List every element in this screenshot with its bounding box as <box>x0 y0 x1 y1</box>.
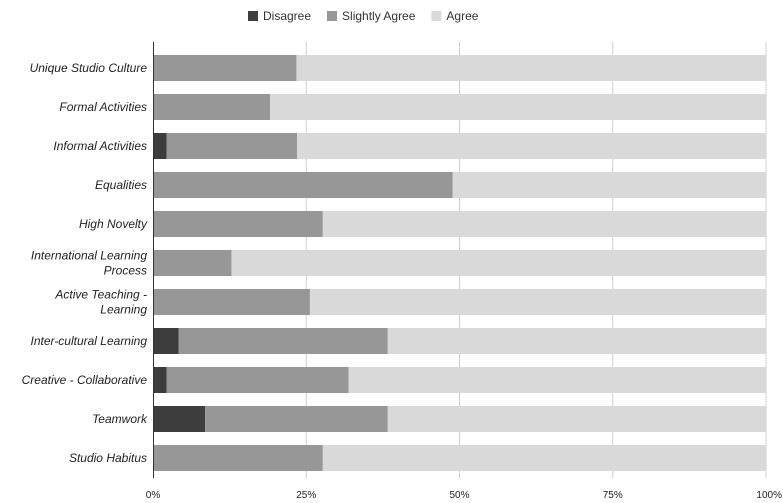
legend-swatch-disagree <box>248 11 258 21</box>
bar-informal-activities-agree <box>297 133 766 159</box>
bar-informal-activities-slightly-agree <box>166 133 298 159</box>
category-label-high-novelty: High Novelty <box>79 217 148 231</box>
legend-swatch-slightly-agree <box>327 11 338 21</box>
x-tick-labels: 0% 25% 50% 75% 100% <box>146 490 782 501</box>
bar-studio-habitus-slightly-agree <box>153 445 323 471</box>
bar-unique-studio-culture-agree <box>296 55 766 81</box>
category-label-creative-collaborative: Creative - Collaborative <box>22 373 148 387</box>
legend-swatch-agree <box>431 11 442 21</box>
legend-label-disagree: Disagree <box>263 9 311 23</box>
bar-high-novelty-agree <box>322 211 766 237</box>
category-label-active-teaching-learning-line-2: Learning <box>100 303 147 317</box>
bar-international-learning-process-slightly-agree <box>153 250 232 276</box>
bar-teamwork-disagree <box>153 406 206 432</box>
bar-equalities-agree <box>452 172 766 198</box>
category-label-unique-studio-culture: Unique Studio Culture <box>30 61 148 75</box>
category-label-formal-activities: Formal Activities <box>59 100 147 114</box>
bar-formal-activities-slightly-agree <box>153 94 271 120</box>
bar-inter-cultural-learning-disagree <box>153 328 179 354</box>
bar-studio-habitus-agree <box>322 445 766 471</box>
bar-equalities-slightly-agree <box>153 172 453 198</box>
x-tick-100pct: 100% <box>756 490 782 501</box>
bar-teamwork-agree <box>387 406 766 432</box>
category-label-teamwork: Teamwork <box>92 412 148 426</box>
legend: Disagree Slightly Agree Agree <box>248 9 479 23</box>
bar-active-teaching-learning-slightly-agree <box>153 289 310 315</box>
category-label-international-learning-process-line-2: Process <box>104 264 147 278</box>
bar-creative-collaborative-disagree <box>153 367 167 393</box>
x-tick-0pct: 0% <box>146 490 161 501</box>
bar-unique-studio-culture-slightly-agree <box>153 55 297 81</box>
bar-active-teaching-learning-agree <box>309 289 766 315</box>
category-label-equalities: Equalities <box>95 178 147 192</box>
category-label-studio-habitus: Studio Habitus <box>69 451 147 465</box>
legend-label-agree: Agree <box>446 9 478 23</box>
category-label-international-learning-process-line-1: International Learning <box>31 249 147 263</box>
x-tick-25pct: 25% <box>296 490 316 501</box>
bar-formal-activities-agree <box>270 94 766 120</box>
bar-informal-activities-disagree <box>153 133 167 159</box>
bar-inter-cultural-learning-slightly-agree <box>178 328 388 354</box>
category-labels: Unique Studio Culture Formal Activities In… <box>22 61 148 465</box>
bar-creative-collaborative-slightly-agree <box>166 367 349 393</box>
bar-high-novelty-slightly-agree <box>153 211 323 237</box>
x-tick-50pct: 50% <box>449 490 469 501</box>
legend-label-slightly-agree: Slightly Agree <box>342 9 416 23</box>
bar-international-learning-process-agree <box>231 250 767 276</box>
category-label-informal-activities: Informal Activities <box>53 139 147 153</box>
category-label-active-teaching-learning-line-1: Active Teaching - <box>54 288 147 302</box>
bar-teamwork-slightly-agree <box>205 406 388 432</box>
category-label-inter-cultural-learning: Inter-cultural Learning <box>30 334 147 348</box>
bar-inter-cultural-learning-agree <box>387 328 766 354</box>
bar-creative-collaborative-agree <box>348 367 766 393</box>
bars <box>153 55 767 471</box>
x-tick-75pct: 75% <box>603 490 623 501</box>
